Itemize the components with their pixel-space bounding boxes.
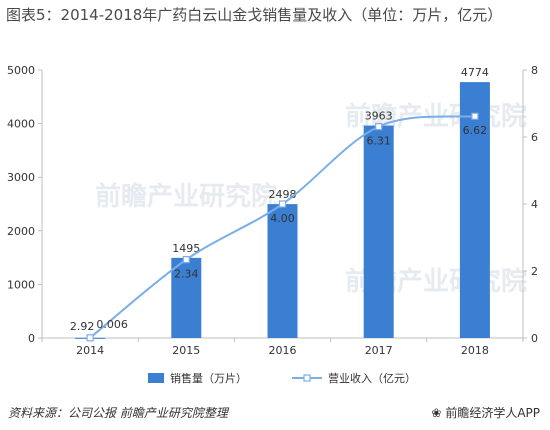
revenue-label-2017: 6.31: [366, 135, 391, 148]
y-right-tick-label-4: 8: [531, 64, 538, 77]
chart-title: 图表5：2014-2018年广药白云山金戈销售量及收入（单位：万片，亿元）: [6, 6, 503, 24]
source-note: 资料来源：公司公报 前瞻产业研究院整理: [8, 406, 228, 420]
bar-2017: [363, 125, 394, 339]
y-left-tick-label-5: 5000: [7, 64, 35, 77]
bar-2018: [459, 82, 490, 338]
y-right-tick-label-0: 0: [531, 332, 538, 345]
revenue-label-2014: 0.006: [96, 318, 128, 331]
brand-text: 前瞻经济学人APP: [445, 406, 540, 420]
brand-label: ❀ 前瞻经济学人APP: [431, 404, 540, 421]
revenue-label-2016: 4.00: [270, 212, 295, 225]
y-left-tick-label-2: 2000: [7, 225, 35, 238]
bar-label-2016: 2498: [269, 188, 297, 201]
x-tick-label-2: 2016: [269, 344, 297, 357]
revenue-point-2014: [86, 334, 94, 342]
bar-label-2015: 1495: [172, 242, 200, 255]
x-tick-label-3: 2017: [365, 344, 393, 357]
legend-label-line: 营业收入（亿元）: [328, 371, 416, 385]
y-left-tick-label-3: 3000: [7, 171, 35, 184]
revenue-point-2015: [182, 256, 190, 264]
y-left-tick-label-4: 4000: [7, 118, 35, 131]
bar-label-2014: 2.92: [70, 320, 95, 333]
x-tick-label-1: 2015: [172, 344, 200, 357]
y-right-tick-label-3: 6: [531, 131, 538, 144]
y-left-tick-label-1: 1000: [7, 278, 35, 291]
revenue-point-2017: [375, 123, 383, 131]
legend-label-bar: 销售量（万片）: [170, 371, 247, 385]
x-tick-label-4: 2018: [461, 344, 489, 357]
revenue-point-2018: [471, 112, 479, 120]
revenue-label-2018: 6.62: [463, 124, 488, 137]
paw-icon: ❀: [431, 406, 442, 420]
watermark-text-0: 前瞻产业研究院: [95, 181, 277, 212]
revenue-point-2016: [278, 200, 287, 208]
bar-2015: [171, 257, 202, 338]
bar-label-2018: 4774: [461, 66, 489, 79]
legend-swatch-bar: [148, 373, 164, 383]
y-left-tick-label-0: 0: [28, 332, 35, 345]
y-right-tick-label-1: 2: [531, 265, 538, 278]
bar-2016: [267, 204, 298, 338]
y-right-tick-label-2: 4: [531, 198, 538, 211]
bar-label-2017: 3963: [365, 110, 393, 123]
x-tick-label-0: 2014: [76, 344, 104, 357]
legend-swatch-marker: [303, 374, 311, 382]
revenue-label-2015: 2.34: [174, 268, 199, 281]
